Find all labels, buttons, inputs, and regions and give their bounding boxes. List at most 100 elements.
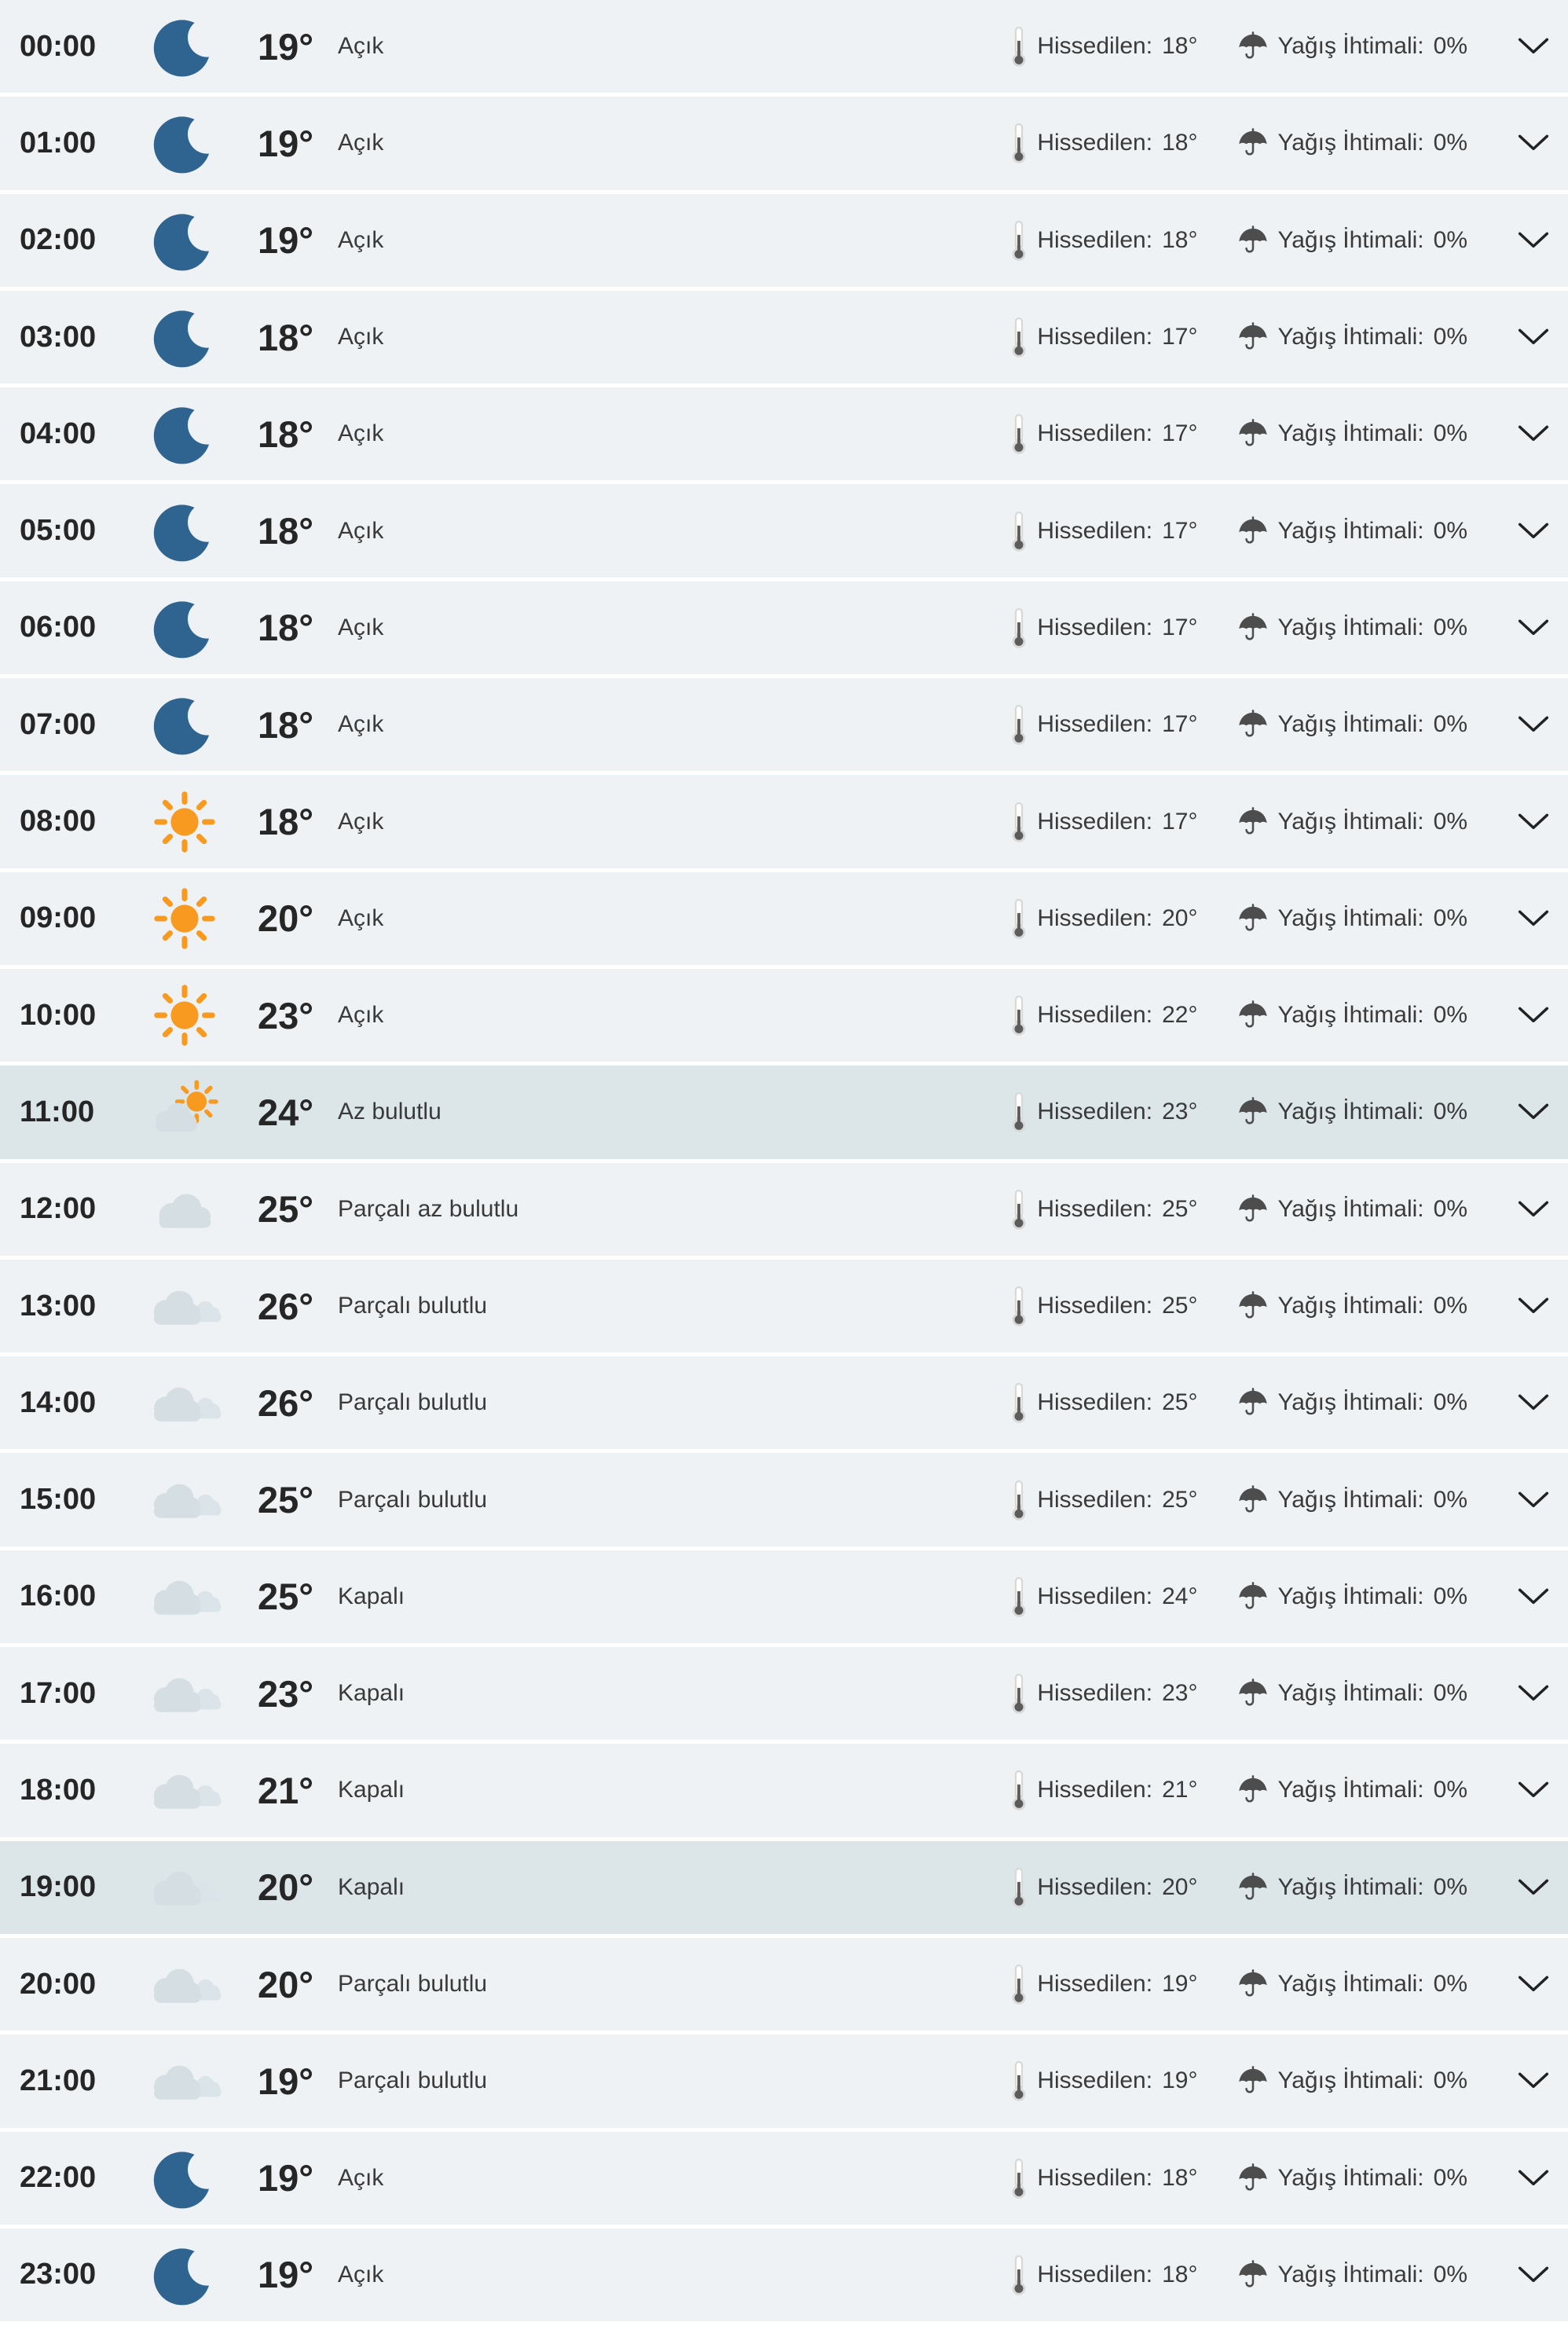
chevron-down-icon[interactable] [1516, 1587, 1551, 1607]
condition-label: Kapalı [338, 1777, 405, 1803]
precipitation-value: 0% [1433, 1195, 1467, 1222]
precipitation-label: Yağış İhtimali: [1277, 1680, 1424, 1707]
hourly-forecast-row[interactable]: 04:00 18° Açık Hissedilen: 17° Yağış İhti… [0, 387, 1568, 481]
hourly-forecast-row[interactable]: 09:00 20° Açık Hissedilen: 20° Yağış İhti… [0, 871, 1568, 965]
thermometer-icon [1009, 1767, 1037, 1813]
feels-like-value: 20° [1162, 904, 1198, 931]
condition-label: Açık [338, 33, 384, 60]
clouds-icon [137, 1274, 232, 1339]
hourly-forecast-row[interactable]: 23:00 19° Açık Hissedilen: 18° Yağış İhti… [0, 2228, 1568, 2322]
condition-label: Açık [338, 2164, 384, 2191]
temperature-value: 21° [258, 1769, 314, 1811]
chevron-down-icon[interactable] [1516, 1490, 1551, 1510]
clouds-icon [137, 1952, 232, 2017]
hourly-forecast-row[interactable]: 08:00 18° Açık Hissedilen: 17° Yağış İhti… [0, 775, 1568, 868]
hourly-forecast-row[interactable]: 06:00 18° Açık Hissedilen: 17° Yağış İhti… [0, 581, 1568, 675]
chevron-down-icon[interactable] [1516, 2071, 1551, 2091]
chevron-down-icon[interactable] [1516, 714, 1551, 735]
hour-label: 10:00 [20, 998, 97, 1032]
feels-like-value: 22° [1162, 1002, 1198, 1029]
hourly-forecast-row[interactable]: 21:00 19° Parçalı bulutlu Hissedilen: 19°… [0, 2034, 1568, 2128]
chevron-down-icon[interactable] [1516, 618, 1551, 638]
umbrella-icon [1236, 998, 1277, 1033]
feels-like-value: 17° [1162, 711, 1198, 738]
umbrella-icon [1236, 1773, 1277, 1807]
thermometer-icon [1009, 314, 1037, 360]
temperature-value: 19° [258, 219, 314, 262]
chevron-down-icon[interactable] [1516, 1296, 1551, 1316]
condition-label: Kapalı [338, 1873, 405, 1900]
feels-like-label: Hissedilen: [1037, 226, 1153, 253]
hourly-forecast-row[interactable]: 18:00 21° Kapalı Hissedilen: 21° Yağış İh… [0, 1744, 1568, 1837]
feels-like: Hissedilen: 19° [1037, 2067, 1197, 2094]
feels-like-label: Hissedilen: [1037, 1873, 1153, 1900]
precipitation-label: Yağış İhtimali: [1277, 2164, 1424, 2191]
chevron-down-icon[interactable] [1516, 2168, 1551, 2188]
feels-like: Hissedilen: 18° [1037, 130, 1197, 156]
umbrella-icon [1236, 707, 1277, 742]
chevron-down-icon[interactable] [1516, 230, 1551, 251]
hourly-forecast-row[interactable]: 17:00 23° Kapalı Hissedilen: 23° Yağış İh… [0, 1647, 1568, 1741]
feels-like-label: Hissedilen: [1037, 1583, 1153, 1609]
chevron-down-icon[interactable] [1516, 424, 1551, 444]
feels-like-value: 17° [1162, 420, 1198, 447]
precipitation-value: 0% [1433, 517, 1467, 544]
hourly-forecast-row[interactable]: 12:00 25° Parçalı az bulutlu Hissedilen:… [0, 1162, 1568, 1256]
hourly-forecast-row[interactable]: 11:00 24° Az bulutlu Hissedilen: 23° Yağı… [0, 1066, 1568, 1159]
precipitation-value: 0% [1433, 1486, 1467, 1513]
feels-like-value: 18° [1162, 33, 1198, 60]
chevron-down-icon[interactable] [1516, 1780, 1551, 1800]
precipitation-value: 0% [1433, 1777, 1467, 1803]
hourly-forecast-row[interactable]: 00:00 19° Açık Hissedilen: 18° Yağış İhti… [0, 0, 1568, 94]
chevron-down-icon[interactable] [1516, 2265, 1551, 2285]
chevron-down-icon[interactable] [1516, 36, 1551, 57]
chevron-down-icon[interactable] [1516, 327, 1551, 347]
temperature-value: 25° [258, 1479, 314, 1521]
chevron-down-icon[interactable] [1516, 1974, 1551, 1994]
hourly-forecast-row[interactable]: 07:00 18° Açık Hissedilen: 17° Yağış İhti… [0, 678, 1568, 772]
chevron-down-icon[interactable] [1516, 521, 1551, 541]
chevron-down-icon[interactable] [1516, 1683, 1551, 1704]
chevron-down-icon[interactable] [1516, 133, 1551, 153]
chevron-down-icon[interactable] [1516, 908, 1551, 929]
hourly-forecast-row[interactable]: 20:00 20° Parçalı bulutlu Hissedilen: 19°… [0, 1937, 1568, 2031]
hourly-forecast-row[interactable]: 14:00 26° Parçalı bulutlu Hissedilen: 25°… [0, 1356, 1568, 1450]
feels-like: Hissedilen: 17° [1037, 518, 1197, 545]
hourly-forecast-row[interactable]: 19:00 20° Kapalı Hissedilen: 20° Yağış İh… [0, 1840, 1568, 1934]
precipitation-probability: Yağış İhtimali: 0% [1277, 2165, 1467, 2192]
feels-like: Hissedilen: 18° [1037, 227, 1197, 254]
temperature-value: 18° [258, 316, 314, 358]
hourly-forecast-row[interactable]: 22:00 19° Açık Hissedilen: 18° Yağış İhti… [0, 2131, 1568, 2225]
hourly-forecast-row[interactable]: 05:00 18° Açık Hissedilen: 17° Yağış İhti… [0, 484, 1568, 578]
chevron-down-icon[interactable] [1516, 812, 1551, 832]
chevron-down-icon[interactable] [1516, 1877, 1551, 1898]
chevron-down-icon[interactable] [1516, 1005, 1551, 1025]
hourly-forecast-row[interactable]: 15:00 25° Parçalı bulutlu Hissedilen: 25°… [0, 1453, 1568, 1546]
hourly-forecast-row[interactable]: 01:00 19° Açık Hissedilen: 18° Yağış İhti… [0, 97, 1568, 190]
hourly-forecast-row[interactable]: 10:00 23° Açık Hissedilen: 22° Yağış İhti… [0, 968, 1568, 1062]
condition-label: Açık [338, 517, 384, 544]
feels-like: Hissedilen: 20° [1037, 1874, 1197, 1901]
chevron-down-icon[interactable] [1516, 1392, 1551, 1413]
precipitation-probability: Yağış İhtimali: 0% [1277, 711, 1467, 738]
chevron-down-icon[interactable] [1516, 1102, 1551, 1122]
thermometer-icon [1009, 508, 1037, 554]
feels-like-value: 23° [1162, 1099, 1198, 1125]
condition-label: Kapalı [338, 1583, 405, 1609]
precipitation-label: Yağış İhtimali: [1277, 1583, 1424, 1609]
hour-label: 19:00 [20, 1870, 97, 1904]
condition-label: Açık [338, 226, 384, 253]
feels-like: Hissedilen: 17° [1037, 324, 1197, 350]
chevron-down-icon[interactable] [1516, 1199, 1551, 1220]
precipitation-probability: Yağış İhtimali: 0% [1277, 1874, 1467, 1901]
umbrella-icon [1236, 1483, 1277, 1517]
hourly-forecast-row[interactable]: 03:00 18° Açık Hissedilen: 17° Yağış İhti… [0, 290, 1568, 384]
hourly-forecast-row[interactable]: 02:00 19° Açık Hissedilen: 18° Yağış İhti… [0, 193, 1568, 287]
temperature-value: 19° [258, 2157, 314, 2199]
hourly-forecast-row[interactable]: 13:00 26° Parçalı bulutlu Hissedilen: 25°… [0, 1259, 1568, 1353]
precipitation-probability: Yağış İhtimali: 0% [1277, 1487, 1467, 1513]
feels-like: Hissedilen: 25° [1037, 1196, 1197, 1223]
thermometer-icon [1009, 411, 1037, 457]
hourly-forecast-row[interactable]: 16:00 25° Kapalı Hissedilen: 24° Yağış İh… [0, 1550, 1568, 1644]
precipitation-value: 0% [1433, 2164, 1467, 2191]
